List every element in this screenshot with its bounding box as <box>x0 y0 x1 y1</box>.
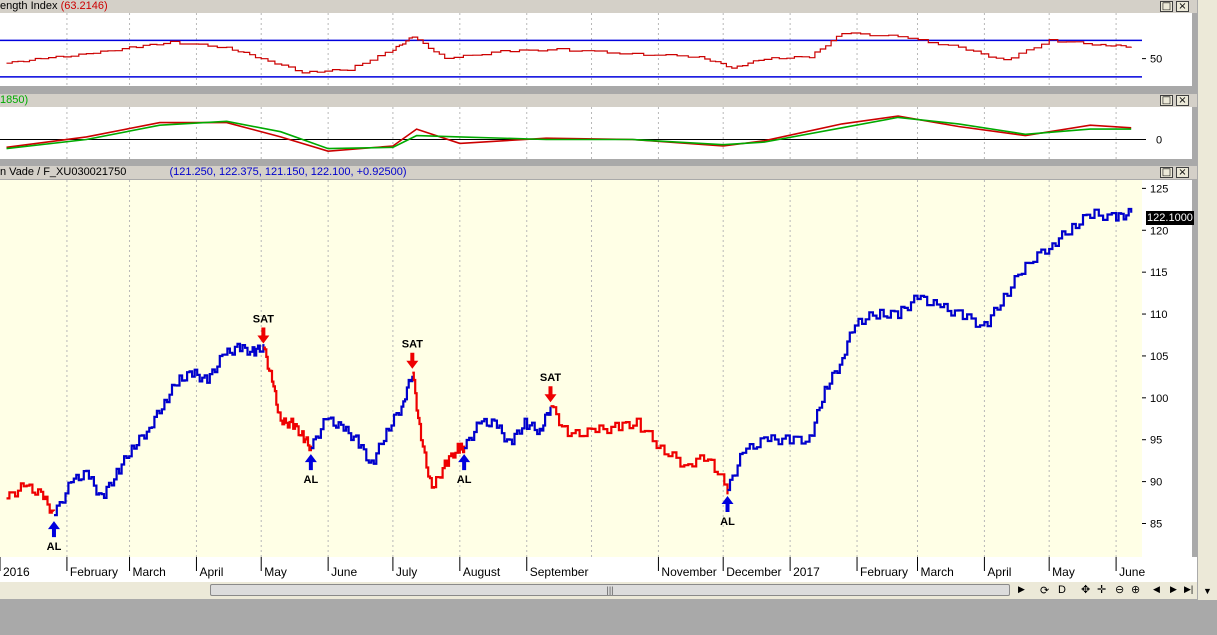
macd-tick-label: 0 <box>1156 135 1162 147</box>
date-tick-label: September <box>530 565 589 579</box>
date-tick-label: March <box>920 565 953 579</box>
signal-sat-5: SAT <box>540 372 561 403</box>
price-series-0 <box>6 482 56 514</box>
date-tick-label: August <box>463 565 501 579</box>
price-series-1 <box>54 342 265 517</box>
macd-maximize-icon[interactable]: □ <box>1160 95 1173 106</box>
macd-series-macd <box>6 115 1132 153</box>
signal-label: AL <box>304 474 319 486</box>
scroll-thumb[interactable]: ||| <box>210 584 1010 596</box>
buy-arrow-icon <box>304 454 317 471</box>
price-tick-label: 95 <box>1150 435 1162 447</box>
bar-zoom-out-icon[interactable]: ⊖ <box>1115 584 1125 596</box>
date-tick-label: June <box>1119 565 1145 579</box>
price-pane: AL SAT AL SAT AL SAT AL <box>0 180 1142 557</box>
buy-arrow-icon <box>721 495 734 512</box>
price-series-5 <box>464 406 552 450</box>
price-series-4 <box>412 371 466 489</box>
date-tick-label: March <box>133 565 166 579</box>
macd-plot <box>0 107 1142 159</box>
signal-label: AL <box>47 541 62 553</box>
bar-refresh-icon[interactable]: ⟳ <box>1040 585 1050 597</box>
price-series-2 <box>263 346 312 452</box>
sell-arrow-icon <box>257 327 270 344</box>
macd-pane-header: 1850) <box>0 94 1197 107</box>
rsi-title: ength Index <box>0 0 58 12</box>
date-tick-label: June <box>331 565 357 579</box>
macd-close-icon[interactable]: × <box>1176 95 1189 106</box>
price-maximize-icon[interactable]: □ <box>1160 167 1173 178</box>
rsi-value: (63.2146) <box>60 0 108 12</box>
signal-label: SAT <box>540 372 561 384</box>
price-ohlc: (121.250, 122.375, 121.150, 122.100, +0.… <box>169 166 407 178</box>
price-tick-label: 105 <box>1150 351 1168 363</box>
date-axis: 2016 February March April May June July August S… <box>0 557 1197 582</box>
signal-label: AL <box>457 474 472 486</box>
signal-al-0: AL <box>47 521 62 553</box>
signal-label: SAT <box>253 314 274 326</box>
sell-arrow-icon <box>406 352 419 369</box>
rsi-maximize-icon[interactable]: □ <box>1160 1 1173 12</box>
macd-value: 1850) <box>0 94 29 106</box>
rsi-line <box>6 32 1132 74</box>
date-tick-label: July <box>396 565 417 579</box>
signal-sat-1: SAT <box>253 314 274 344</box>
price-close-icon[interactable]: × <box>1176 167 1189 178</box>
last-price-tag: 122.1000 <box>1146 211 1194 225</box>
price-pane-header: n Vade / F_XU030021750 (121.250, 122.375… <box>0 166 1197 179</box>
buy-arrow-icon <box>458 454 471 471</box>
date-tick-label: 2017 <box>793 565 820 579</box>
rsi-plot <box>0 13 1142 86</box>
signal-al-6: AL <box>720 495 735 528</box>
signal-al-2: AL <box>304 454 319 486</box>
date-tick-label: November <box>661 565 716 579</box>
price-tick-label: 85 <box>1150 518 1162 530</box>
vertical-scrollbar[interactable]: ▼ <box>1197 0 1217 600</box>
bar-crosshair-icon[interactable]: ✛ <box>1097 584 1107 596</box>
price-tick-label: 125 <box>1150 183 1168 195</box>
bar-move-icon[interactable]: ✥ <box>1081 584 1091 596</box>
date-tick-label: May <box>264 565 287 579</box>
bar-prev-icon[interactable]: ◀ <box>1153 584 1160 594</box>
date-tick-label: February <box>860 565 908 579</box>
bar-zoom-in-icon[interactable]: ⊕ <box>1131 584 1141 596</box>
price-series-7 <box>727 207 1133 492</box>
date-tick-label: April <box>199 565 223 579</box>
price-tick-label: 115 <box>1150 267 1168 279</box>
signal-al-4: AL <box>457 454 472 486</box>
bar-next-icon[interactable]: ▶ <box>1170 584 1177 594</box>
date-tick-label: February <box>70 565 118 579</box>
macd-series-signal <box>6 116 1132 150</box>
price-plot: AL SAT AL SAT AL SAT AL <box>6 180 1133 557</box>
rsi-pane-header: ength Index (63.2146) <box>0 0 1197 13</box>
rsi-tick-label: 50 <box>1150 54 1162 66</box>
buy-arrow-icon <box>47 521 60 538</box>
scroll-right-icon[interactable]: ▶ <box>1018 584 1025 594</box>
price-series-6 <box>550 405 729 495</box>
signal-label: AL <box>720 516 735 528</box>
price-tick-label: 110 <box>1150 309 1168 321</box>
rsi-close-icon[interactable]: × <box>1176 1 1189 12</box>
price-symbol: n Vade / F_XU030021750 <box>0 166 127 178</box>
macd-axis: 0 <box>1142 107 1192 159</box>
price-tick-label: 100 <box>1150 393 1168 405</box>
rsi-pane <box>0 13 1142 86</box>
horizontal-scrollbar[interactable]: ||| ▶ ⟳ D ✥ ✛ ⊖ ⊕ ◀ ▶ ▶| <box>0 582 1197 599</box>
date-tick-label: December <box>726 565 781 579</box>
price-tick-label: 90 <box>1150 477 1162 489</box>
signal-label: SAT <box>402 339 423 351</box>
rsi-axis: 50 <box>1142 13 1192 86</box>
bar-date-icon[interactable]: D <box>1058 584 1066 596</box>
date-tick-label: April <box>987 565 1011 579</box>
price-tick-label: 120 <box>1150 225 1168 237</box>
signal-sat-3: SAT <box>402 339 423 369</box>
price-axis: 85 90 95 100 105 110 115 120 125 <box>1142 180 1192 557</box>
date-tick-label: 2016 <box>3 565 30 579</box>
bar-end-icon[interactable]: ▶| <box>1184 584 1194 594</box>
date-tick-label: May <box>1052 565 1075 579</box>
macd-pane <box>0 107 1142 159</box>
sell-arrow-icon <box>544 386 557 403</box>
scroll-down-icon[interactable]: ▼ <box>1203 586 1212 596</box>
price-series-3 <box>310 375 414 465</box>
